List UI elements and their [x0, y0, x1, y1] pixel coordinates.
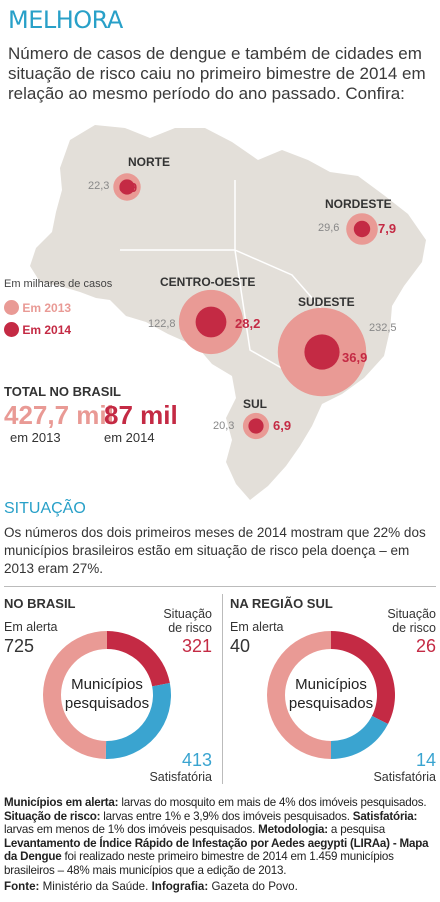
- infografia-label: Infografia:: [151, 880, 209, 893]
- region-label-nordeste: NORDESTE: [325, 197, 392, 211]
- sul-donut-slice-alerta: [267, 631, 331, 759]
- bubble-2014-centro-oeste: [195, 306, 227, 338]
- sul-risco-label-1: Situação: [387, 607, 436, 621]
- intro-text: Número de casos de dengue e também de ci…: [8, 44, 426, 103]
- brasil-alerta-value: 725: [4, 636, 35, 656]
- situacao-text: Os números dos dois primeiros meses de 2…: [4, 525, 426, 576]
- sul-center-label-2: pesquisados: [289, 695, 373, 712]
- section-divider: [4, 586, 436, 587]
- value-2013-nordeste: 29,6: [318, 222, 340, 234]
- total-2013-value: 427,7 mil: [4, 400, 114, 430]
- sul-alerta-label: Em alerta: [230, 620, 284, 634]
- note-term-satisf: Satisfatória:: [352, 809, 418, 823]
- sul-risco-label-2: de risco: [392, 621, 436, 635]
- bubble-2014-sudeste: [304, 334, 340, 370]
- brasil-donut-chart: Municípios pesquisados: [43, 631, 171, 759]
- brasil-risco-value: 321: [181, 636, 212, 656]
- legend-2014: Em 2014: [4, 322, 71, 337]
- donut-divider: [222, 594, 223, 784]
- page-title: MELHORA: [8, 6, 123, 34]
- brasil-risco-label-2: de risco: [168, 621, 212, 635]
- note-def-liraa: foi realizado neste primeiro bimestre de…: [4, 850, 394, 877]
- value-2013-centro-oeste: 122,8: [148, 318, 176, 330]
- note-term-risco: Situação de risco:: [4, 809, 101, 823]
- brasil-donut-slice-satisfatoria: [105, 683, 171, 759]
- source-text: Ministério da Saúde.: [39, 880, 152, 893]
- value-2013-sul: 20,3: [213, 420, 235, 432]
- value-2013-sudeste: 232,5: [369, 322, 397, 334]
- sul-satisf-value: 14: [415, 750, 436, 770]
- value-2013-norte: 22,3: [88, 180, 110, 192]
- value-2014-sul: 6,9: [273, 418, 292, 433]
- sul-donut-slice-risco: [331, 631, 395, 725]
- situacao-heading: SITUAÇÃO: [4, 500, 86, 517]
- region-label-norte: NORTE: [128, 155, 170, 169]
- total-2014-value: 87 mil: [104, 400, 178, 430]
- brasil-donut-slice-risco: [107, 631, 170, 687]
- sul-alerta-value: 40: [230, 636, 251, 656]
- region-label-centro-oeste: CENTRO-OESTE: [160, 275, 256, 289]
- total-label: TOTAL NO BRASIL: [4, 384, 121, 399]
- note-def-satisf: larvas em menos de 1% dos imóveis pesqui…: [4, 823, 259, 837]
- footnotes: Municípios em alerta: larvas do mosquito…: [4, 796, 438, 878]
- legend-title: Em milhares de casos: [4, 278, 113, 290]
- total-2013-year: em 2013: [10, 430, 61, 445]
- sul-heading: NA REGIÃO SUL: [230, 596, 333, 611]
- brasil-satisf-value: 413: [181, 750, 212, 770]
- total-2014-year: em 2014: [104, 430, 155, 445]
- brasil-alerta-label: Em alerta: [4, 620, 58, 634]
- brasil-heading: NO BRASIL: [4, 596, 76, 611]
- value-2014-sudeste: 36,9: [342, 350, 368, 365]
- infografia-text: Gazeta do Povo.: [208, 880, 298, 893]
- legend-2013-label: Em 2013: [22, 301, 72, 315]
- brasil-risco-label-1: Situação: [163, 607, 212, 621]
- value-2014-centro-oeste: 28,2: [235, 316, 261, 331]
- bubble-2014-nordeste: [353, 220, 371, 238]
- sul-center-label-1: Municípios: [295, 676, 367, 693]
- note-def-metodologia: a pesquisa: [327, 823, 386, 837]
- legend-2014-swatch: [4, 322, 19, 337]
- region-label-sul: SUL: [243, 397, 267, 411]
- legend-2013-swatch: [4, 300, 19, 315]
- sul-satisf-label: Satisfatória: [373, 770, 436, 784]
- region-label-sudeste: SUDESTE: [298, 295, 355, 309]
- note-term-liraa: Levantamento de Índice Rápido de Infesta…: [4, 836, 429, 864]
- note-def-risco: larvas entre 1% e 3,9% dos imóveis pesqu…: [100, 809, 353, 823]
- legend-2014-label: Em 2014: [22, 323, 72, 337]
- bubble-2014-norte: [119, 179, 135, 195]
- source-line: Fonte: Ministério da Saúde. Infografia: …: [4, 880, 298, 893]
- brasil-center-label-1: Municípios: [71, 676, 143, 693]
- source-label: Fonte:: [4, 880, 40, 893]
- brasil-satisf-label: Satisfatória: [149, 770, 212, 784]
- brazil-map: [30, 125, 426, 500]
- brasil-donut-slice-alerta: [43, 631, 107, 759]
- legend-2013: Em 2013: [4, 300, 71, 315]
- sul-donut-chart: Municípios pesquisados: [267, 631, 395, 759]
- value-2014-nordeste: 7,9: [378, 221, 397, 236]
- value-2014-norte: 6,9: [119, 180, 138, 195]
- note-def-alerta: larvas do mosquito em mais de 4% dos imó…: [118, 796, 427, 809]
- note-term-alerta: Municípios em alerta:: [4, 796, 119, 809]
- bubble-2014-sul: [248, 418, 264, 434]
- sul-risco-value: 26: [415, 636, 436, 656]
- sul-donut-slice-satisfatoria: [331, 715, 389, 759]
- brasil-center-label-2: pesquisados: [65, 695, 149, 712]
- note-term-metodologia: Metodologia:: [258, 823, 328, 837]
